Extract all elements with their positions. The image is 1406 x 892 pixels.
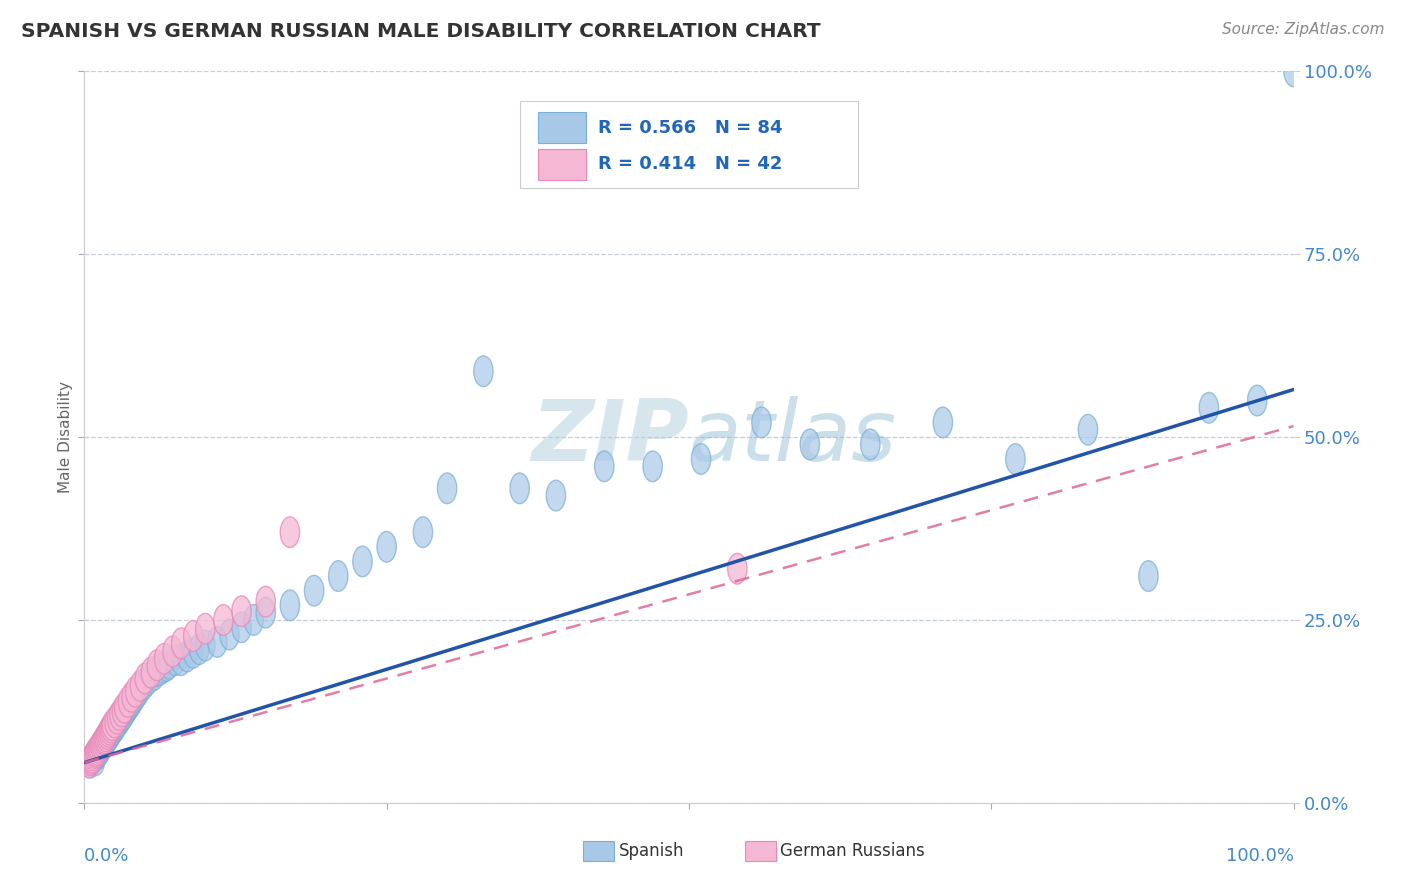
FancyBboxPatch shape bbox=[538, 149, 586, 179]
Text: atlas: atlas bbox=[689, 395, 897, 479]
Text: 0.0%: 0.0% bbox=[84, 847, 129, 864]
Text: ZIP: ZIP bbox=[531, 395, 689, 479]
Text: 100.0%: 100.0% bbox=[1226, 847, 1294, 864]
FancyBboxPatch shape bbox=[538, 112, 586, 143]
Text: SPANISH VS GERMAN RUSSIAN MALE DISABILITY CORRELATION CHART: SPANISH VS GERMAN RUSSIAN MALE DISABILIT… bbox=[21, 22, 821, 41]
Text: R = 0.414   N = 42: R = 0.414 N = 42 bbox=[599, 155, 783, 173]
Y-axis label: Male Disability: Male Disability bbox=[58, 381, 73, 493]
Text: Source: ZipAtlas.com: Source: ZipAtlas.com bbox=[1222, 22, 1385, 37]
Text: Spanish: Spanish bbox=[619, 842, 685, 860]
FancyBboxPatch shape bbox=[520, 101, 858, 188]
Text: German Russians: German Russians bbox=[780, 842, 925, 860]
Text: R = 0.566   N = 84: R = 0.566 N = 84 bbox=[599, 119, 783, 136]
